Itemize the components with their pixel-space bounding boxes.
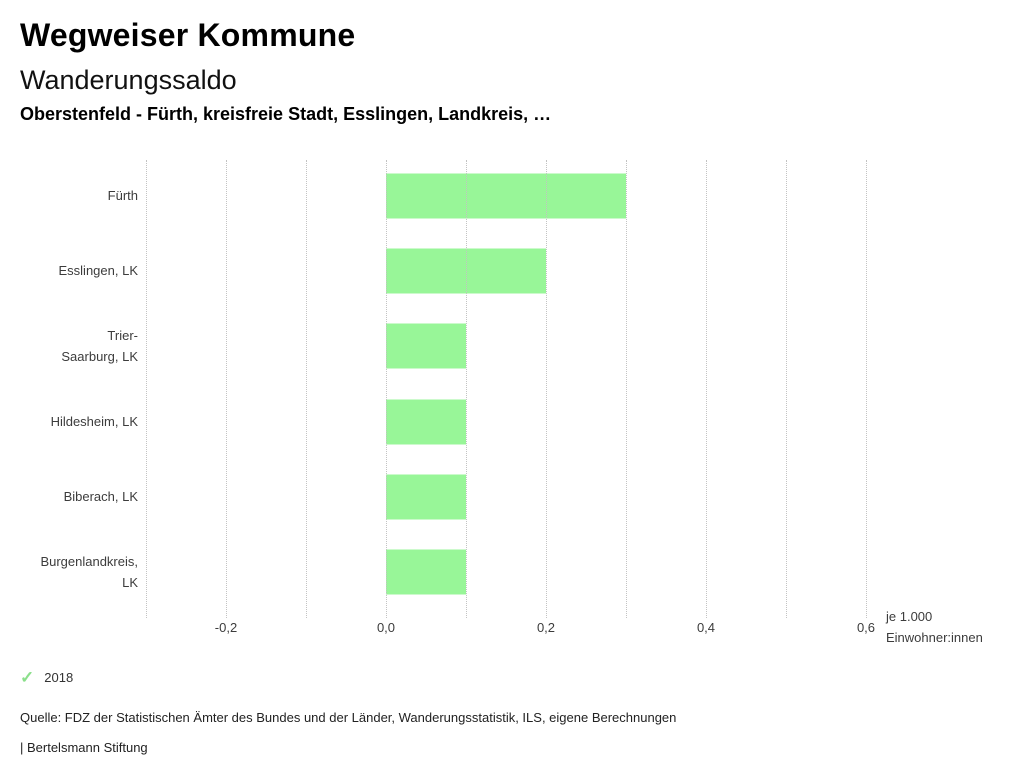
chart-row bbox=[146, 233, 866, 308]
chart-row bbox=[146, 384, 866, 459]
gridline bbox=[226, 160, 227, 618]
chart-row bbox=[146, 309, 866, 384]
chart-row bbox=[146, 158, 866, 233]
gridline bbox=[786, 160, 787, 618]
bar-chart: Fürth Esslingen, LK Trier- Saarburg, LK Hild… bbox=[0, 158, 1024, 658]
x-tick-label: 0,4 bbox=[696, 620, 716, 635]
legend-item-2018[interactable]: 2018 bbox=[44, 670, 74, 685]
source-note: Quelle: FDZ der Statistischen Ämter des … bbox=[20, 710, 677, 725]
gridline bbox=[626, 160, 627, 618]
bar[interactable] bbox=[386, 173, 626, 219]
axis-unit-label: je 1.000 Einwohner:innen bbox=[886, 606, 983, 648]
x-tick-label: -0,2 bbox=[214, 620, 238, 635]
bar[interactable] bbox=[386, 474, 466, 520]
x-tick-label: 0,2 bbox=[536, 620, 556, 635]
plot-area bbox=[146, 158, 867, 618]
category-label: Hildesheim, LK bbox=[50, 414, 138, 430]
chart-row bbox=[146, 535, 866, 610]
x-tick-label: 0,6 bbox=[856, 620, 876, 635]
gridline bbox=[866, 160, 867, 618]
bar-rows bbox=[146, 158, 866, 610]
axis-unit-line-2: Einwohner:innen bbox=[886, 630, 983, 645]
page-title: Wegweiser Kommune bbox=[20, 17, 356, 53]
category-label: Esslingen, LK bbox=[58, 263, 139, 279]
gridline bbox=[466, 160, 467, 618]
x-tick-label: 0,0 bbox=[376, 620, 396, 635]
category-label: Burgenlandkreis, LK bbox=[40, 554, 138, 591]
legend: 2018 bbox=[20, 669, 73, 686]
category-label: Biberach, LK bbox=[63, 489, 138, 505]
check-icon bbox=[20, 669, 34, 686]
bar[interactable] bbox=[386, 323, 466, 369]
chart-title: Wanderungssaldo bbox=[20, 65, 237, 95]
axis-unit-line-1: je 1.000 bbox=[886, 609, 933, 624]
category-axis: Fürth Esslingen, LK Trier- Saarburg, LK Hild… bbox=[0, 158, 138, 610]
bar[interactable] bbox=[386, 399, 466, 445]
category-label: Trier- Saarburg, LK bbox=[61, 328, 138, 365]
brand-note: | Bertelsmann Stiftung bbox=[20, 740, 148, 755]
gridline bbox=[386, 160, 387, 618]
gridline bbox=[306, 160, 307, 618]
gridline bbox=[706, 160, 707, 618]
category-label: Fürth bbox=[107, 188, 138, 204]
chart-comparison-subtitle: Oberstenfeld - Fürth, kreisfreie Stadt, … bbox=[20, 104, 552, 124]
gridline bbox=[546, 160, 547, 618]
gridline bbox=[146, 160, 147, 618]
bar[interactable] bbox=[386, 549, 466, 595]
chart-row bbox=[146, 459, 866, 534]
